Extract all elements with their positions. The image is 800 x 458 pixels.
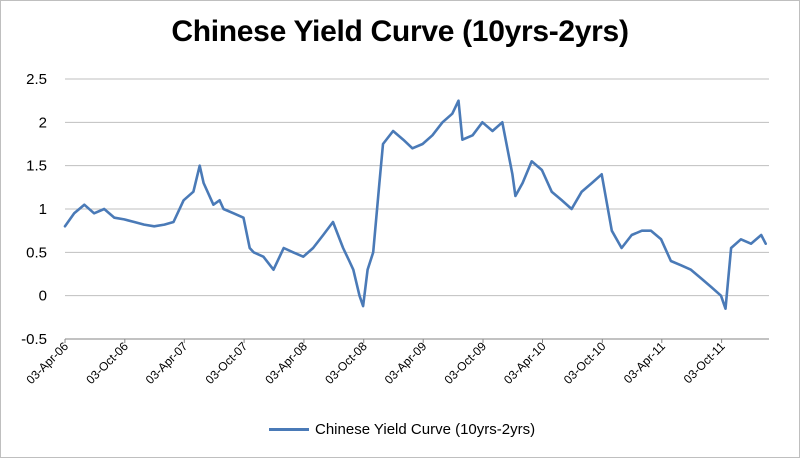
y-tick-label: -0.5: [21, 331, 47, 348]
y-tick-label: 1: [39, 201, 47, 218]
y-axis-tick-labels: 2.5 2 1.5 1 0.5 0 -0.5: [21, 71, 47, 348]
series-layer: [63, 99, 768, 311]
x-tick-label: 03-Apr-10: [501, 339, 549, 387]
y-tick-label: 0.5: [26, 244, 47, 261]
grid-lines: [65, 78, 769, 340]
y-tick-label: 1.5: [26, 158, 47, 175]
legend-label: Chinese Yield Curve (10yrs-2yrs): [315, 421, 536, 438]
x-tick-label: 03-Oct-07: [203, 339, 251, 387]
legend: Chinese Yield Curve (10yrs-2yrs): [269, 421, 535, 438]
x-tick-label: 03-Apr-11: [621, 339, 668, 386]
series-line: [63, 99, 768, 311]
legend-swatch: [269, 428, 309, 431]
x-tick-label: 03-Oct-08: [322, 339, 370, 387]
x-axis: [64, 338, 769, 343]
x-tick-label: 03-Oct-06: [83, 339, 131, 387]
y-tick-label: 0: [39, 288, 47, 305]
x-tick-label: 03-Oct-11: [681, 339, 728, 386]
x-tick-label: 03-Apr-09: [382, 339, 430, 387]
x-tick-label: 03-Oct-10: [561, 339, 609, 387]
x-axis-tick-labels: 03-Apr-06 03-Oct-06 03-Apr-07 03-Oct-07 03-A…: [23, 339, 727, 387]
y-tick-label: 2.5: [26, 71, 47, 88]
x-tick-label: 03-Apr-08: [262, 339, 310, 387]
y-tick-label: 2: [39, 114, 47, 131]
x-tick-label: 03-Oct-09: [442, 339, 490, 387]
x-tick-label: 03-Apr-07: [143, 339, 191, 387]
chart-title: Chinese Yield Curve (10yrs-2yrs): [171, 15, 629, 48]
